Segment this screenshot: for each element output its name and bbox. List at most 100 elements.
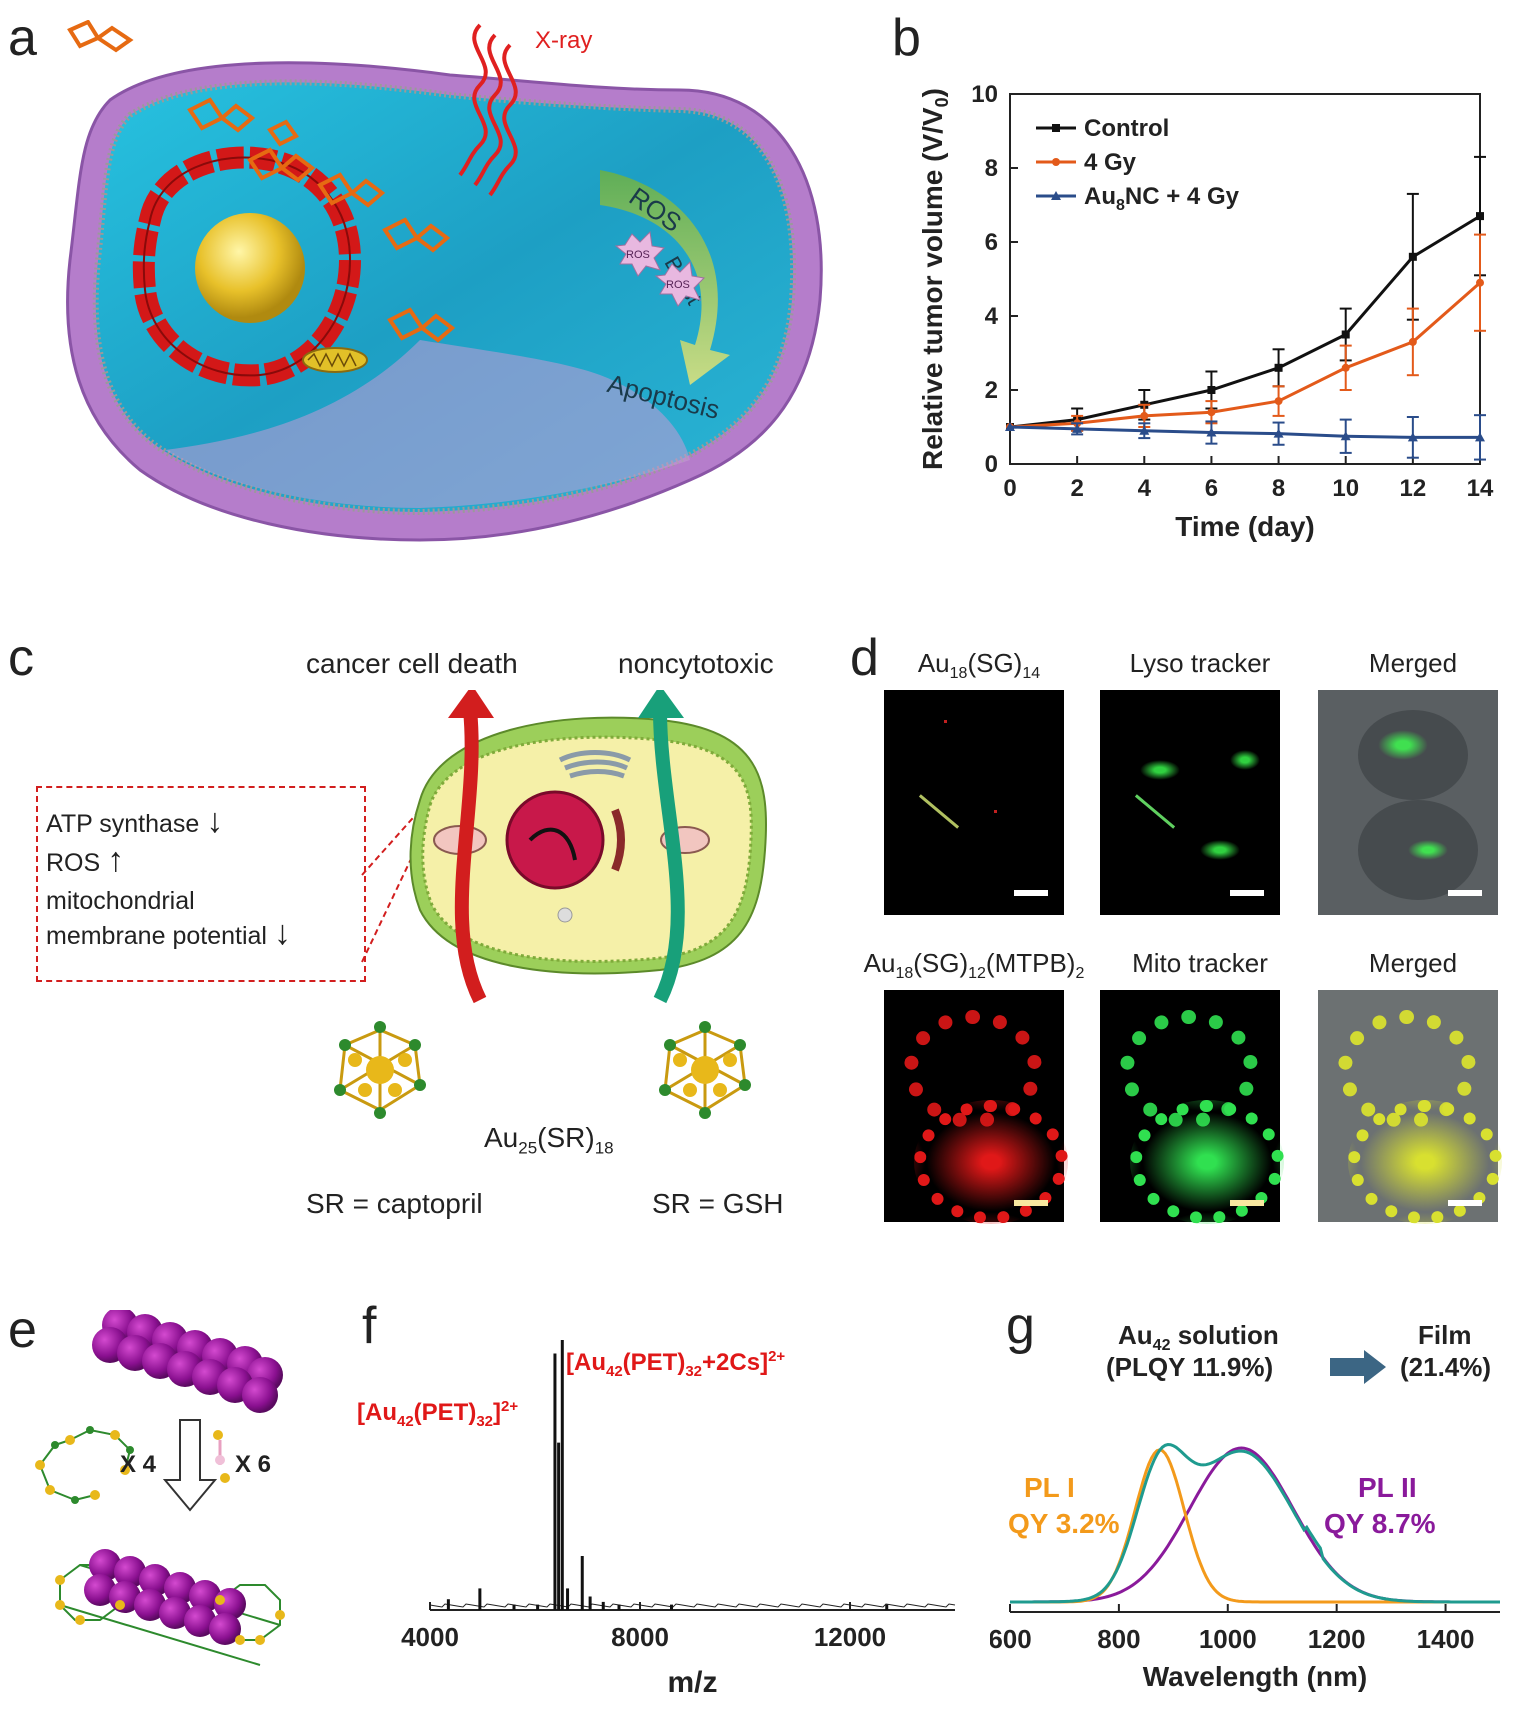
panel-letter-e: e — [8, 1301, 37, 1359]
y-tick-label: 0 — [985, 451, 998, 478]
svg-text:ROS: ROS — [626, 249, 650, 261]
y-tick-label: 4 — [985, 303, 999, 330]
y-tick-label: 6 — [985, 229, 998, 256]
panel-letter-d: d — [850, 629, 879, 687]
d-title-mito: Mito tracker — [1132, 948, 1268, 978]
data-point — [1476, 212, 1484, 221]
red-arrow — [454, 709, 487, 1004]
membrane-potential-item: membrane potential ↓ — [46, 914, 291, 952]
au25-cluster-left — [334, 1021, 426, 1119]
x-tick-label: 1400 — [1417, 1624, 1475, 1654]
series-line — [1009, 281, 1481, 429]
y-tick-label: 10 — [971, 81, 998, 108]
x-tick-label: 8 — [1272, 475, 1285, 502]
down-arrow — [162, 1419, 218, 1512]
cell-diagram-c — [361, 690, 768, 1004]
data-point — [1408, 337, 1417, 346]
micro-au18mtpb — [884, 990, 1068, 1224]
micro-lyso — [1100, 690, 1280, 915]
tumor-volume-chart: 0 2 4 6 8 10 12 14 0 2 4 6 8 10 Time (day) Relative tum… — [917, 81, 1494, 542]
d-title-au18sg14: Au18(SG)14 — [917, 648, 1041, 683]
pl1-name: PL I — [1024, 1472, 1075, 1503]
data-point — [1274, 397, 1283, 406]
mass-spectrum-chart: 4000 8000 12000 m/z — [401, 1340, 956, 1699]
pl1-qy: QY 3.2% — [1008, 1508, 1120, 1539]
cancer-cell-death-label: cancer cell death — [306, 648, 518, 679]
y-tick-label: 8 — [985, 155, 998, 182]
x-tick-label: 10 — [1332, 475, 1359, 502]
x-tick-label: 0 — [1003, 475, 1016, 502]
data-point — [1407, 432, 1418, 442]
panel-letter-f: f — [362, 1297, 377, 1355]
data-point — [1139, 425, 1150, 435]
atp-synthase-item: ATP synthase ↓ — [46, 802, 224, 840]
xray-label: X-ray — [535, 27, 592, 54]
noncytotoxic-label: noncytotoxic — [618, 648, 774, 679]
svg-text:ROS: ROS — [666, 279, 690, 291]
data-point — [1207, 408, 1216, 417]
au25-formula: Au25(SR)18 — [484, 1122, 614, 1158]
data-point — [1072, 423, 1083, 433]
panel-letter-b: b — [892, 9, 921, 67]
x-tick-label: 600 — [990, 1624, 1032, 1654]
data-point — [1341, 363, 1350, 372]
au42-assembly-diagram: X 4 X 6 — [35, 1310, 285, 1666]
micro-au18sg14 — [884, 690, 1064, 915]
panel-letter-g: g — [1006, 1297, 1035, 1355]
nucleus-c — [505, 790, 605, 890]
plqy-label: (PLQY 11.9%) — [1106, 1352, 1274, 1382]
x-tick-label: 14 — [1467, 475, 1494, 502]
film-qy-label: (21.4%) — [1400, 1352, 1492, 1382]
x-tick-label: 1000 — [1199, 1624, 1257, 1654]
pl2-name: PL II — [1358, 1472, 1417, 1503]
data-point — [1206, 427, 1217, 437]
data-point — [1207, 386, 1216, 394]
data-point — [1340, 431, 1351, 441]
cell-illustration: X-ray ROS Burst Apoptosis ROS ROS — [66, 20, 823, 542]
x-tick-label: 12000 — [814, 1622, 886, 1652]
data-point — [1005, 422, 1015, 431]
legend-marker — [1051, 191, 1061, 200]
x-tick-label: 800 — [1097, 1624, 1140, 1654]
pl-curve — [1010, 1448, 1500, 1604]
data-point — [1341, 330, 1350, 339]
pl-curve — [1010, 1442, 1500, 1604]
effects-box — [36, 786, 366, 982]
legend-label: Au8NC + 4 Gy — [1084, 183, 1240, 214]
d-title-lyso: Lyso tracker — [1129, 648, 1271, 678]
y-tick-label: 2 — [985, 377, 998, 404]
au25-cluster-right — [659, 1021, 751, 1119]
y-axis-label: Relative tumor volume (V/V0) — [917, 88, 952, 470]
d-title-merged-1: Merged — [1368, 648, 1458, 678]
svg-text:X 4: X 4 — [120, 1451, 157, 1478]
micro-mito — [1100, 990, 1284, 1224]
sr-gsh-label: SR = GSH — [652, 1188, 784, 1219]
au42-assembled — [55, 1549, 285, 1666]
baseline — [429, 1603, 956, 1608]
pl2-qy: QY 8.7% — [1324, 1508, 1436, 1539]
x-axis-label: Time (day) — [1175, 511, 1315, 542]
x-tick-label: 4000 — [401, 1622, 459, 1652]
data-point — [1274, 363, 1283, 372]
xray-beam — [458, 23, 518, 197]
micro-merged-2 — [1318, 990, 1502, 1224]
micro-merged-1 — [1318, 690, 1498, 915]
x-tick-label: 4 — [1138, 475, 1152, 502]
sr-captopril-label: SR = captopril — [306, 1188, 483, 1219]
legend-marker — [1052, 124, 1060, 132]
data-point — [1140, 411, 1149, 420]
mito-item: mitochondrial — [46, 887, 195, 915]
peak-label-main: [Au42(PET)32]2+ — [357, 1398, 519, 1430]
film-label: Film — [1418, 1320, 1472, 1350]
data-point — [1408, 252, 1417, 261]
data-point — [1273, 428, 1284, 438]
data-point — [1475, 432, 1485, 442]
x-axis-label: Wavelength (nm) — [1143, 1661, 1368, 1692]
x-tick-label: 8000 — [611, 1622, 669, 1652]
legend-marker — [1052, 158, 1060, 166]
pl-spectrum-chart: 600 800 1000 1200 1400 Wavelength (nm) — [990, 1442, 1500, 1692]
d-title-au18mtpb: Au18(SG)12(MTPB)2 — [863, 948, 1085, 983]
series-line — [1009, 425, 1480, 439]
x-axis-label: m/z — [667, 1666, 717, 1699]
solution-label: Au42 solution — [1118, 1320, 1279, 1355]
